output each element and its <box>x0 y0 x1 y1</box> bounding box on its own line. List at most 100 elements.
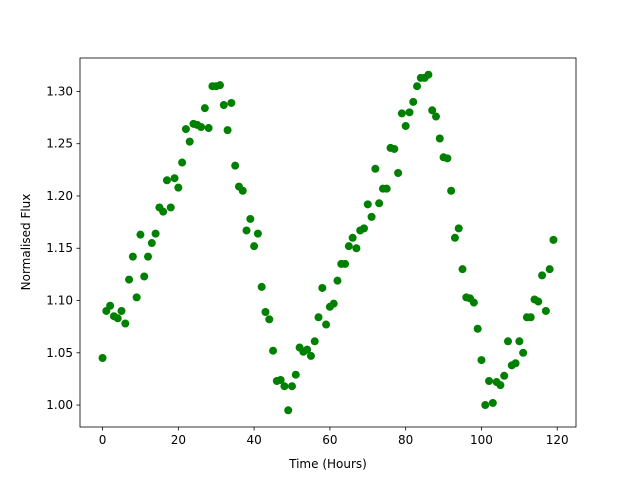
point <box>106 301 115 310</box>
point <box>401 121 410 130</box>
y-tick-label: 1.20 <box>46 189 73 203</box>
point <box>382 184 391 193</box>
point <box>519 348 528 357</box>
point <box>371 164 380 173</box>
point <box>515 337 524 346</box>
point <box>166 203 175 212</box>
point <box>231 161 240 170</box>
x-axis-label: Time (Hours) <box>288 457 367 471</box>
point <box>541 306 550 315</box>
point <box>481 401 490 410</box>
point <box>526 313 535 322</box>
point <box>98 354 107 363</box>
point <box>405 108 414 117</box>
point <box>469 298 478 307</box>
x-tick-label: 20 <box>171 433 186 447</box>
y-tick-label: 1.25 <box>46 137 73 151</box>
point <box>303 345 312 354</box>
point <box>269 346 278 355</box>
point <box>322 320 331 329</box>
point <box>458 265 467 274</box>
point <box>219 101 228 110</box>
point <box>454 224 463 233</box>
point <box>447 186 456 195</box>
point <box>174 183 183 192</box>
point <box>178 158 187 167</box>
point <box>367 212 376 221</box>
point <box>170 174 179 183</box>
point <box>125 275 134 284</box>
point <box>511 359 520 368</box>
point <box>117 306 126 315</box>
x-tick-label: 60 <box>322 433 337 447</box>
point <box>276 375 285 384</box>
point <box>333 276 342 285</box>
point <box>238 186 247 195</box>
point <box>409 97 418 106</box>
point <box>257 282 266 291</box>
point <box>250 242 259 251</box>
point <box>450 233 459 242</box>
point <box>185 137 194 146</box>
point <box>473 324 482 333</box>
point <box>477 356 486 365</box>
point <box>288 382 297 391</box>
point <box>128 252 137 261</box>
y-tick-label: 1.00 <box>46 398 73 412</box>
point <box>413 82 422 91</box>
point <box>246 214 255 223</box>
point <box>500 371 509 380</box>
point <box>348 233 357 242</box>
plot-frame <box>79 57 577 428</box>
point <box>390 144 399 153</box>
point <box>435 134 444 143</box>
point <box>538 271 547 280</box>
point <box>242 226 251 235</box>
x-tick-label: 0 <box>99 433 107 447</box>
point <box>136 230 145 239</box>
point <box>344 242 353 251</box>
point <box>375 199 384 208</box>
point <box>140 272 149 281</box>
point <box>352 244 361 253</box>
point <box>424 70 433 79</box>
point <box>132 293 141 302</box>
point <box>394 168 403 177</box>
point <box>144 252 153 261</box>
point <box>280 382 289 391</box>
point <box>341 259 350 268</box>
point <box>121 319 130 328</box>
x-tick-label: 120 <box>546 433 569 447</box>
point <box>428 106 437 115</box>
point <box>534 297 543 306</box>
point <box>113 314 122 323</box>
point <box>363 200 372 209</box>
point <box>227 98 236 107</box>
point <box>223 126 232 135</box>
point <box>488 398 497 407</box>
point <box>197 122 206 131</box>
point <box>265 315 274 324</box>
point <box>204 124 213 133</box>
point <box>253 229 262 238</box>
point <box>181 125 190 134</box>
point <box>359 224 368 233</box>
point <box>397 109 406 118</box>
point <box>151 229 160 238</box>
point <box>310 337 319 346</box>
point <box>216 81 225 90</box>
point <box>314 313 323 322</box>
point <box>159 207 168 216</box>
x-tick-label: 40 <box>246 433 261 447</box>
point <box>147 239 156 248</box>
point <box>162 176 171 185</box>
y-tick-label: 1.30 <box>46 84 73 98</box>
point <box>496 381 505 390</box>
point <box>261 308 270 317</box>
y-tick-label: 1.05 <box>46 346 73 360</box>
x-tick-label: 80 <box>398 433 413 447</box>
point <box>443 154 452 163</box>
point <box>431 112 440 121</box>
